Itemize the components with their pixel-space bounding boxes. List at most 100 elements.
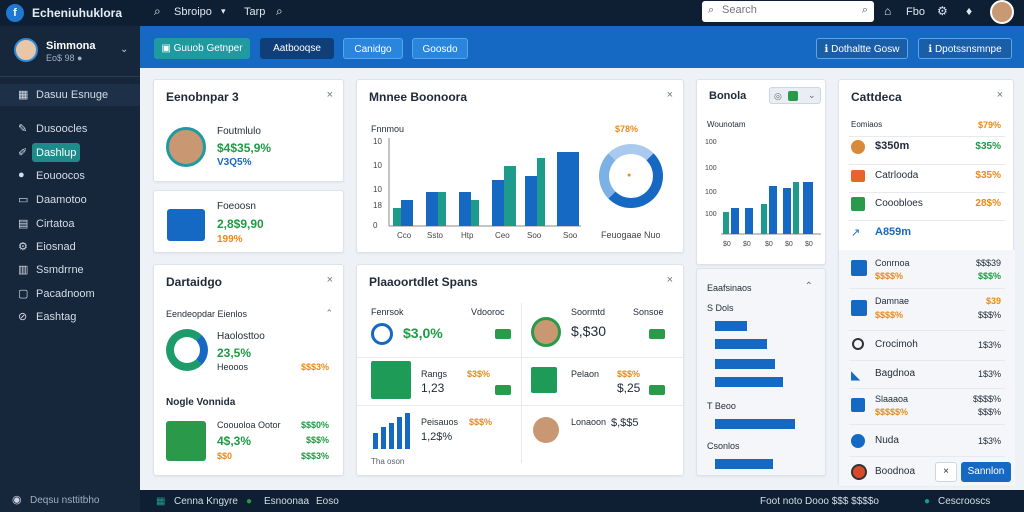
cell-right: Vdooroc xyxy=(471,307,505,317)
card-footer: Tha oson xyxy=(371,457,405,466)
badge-icon xyxy=(495,329,511,339)
panel-title: Eaafsinaos xyxy=(707,283,752,293)
item-percent-3: $$$3% xyxy=(300,451,329,461)
toolbar-button-2[interactable]: Aatbooqse xyxy=(260,38,334,59)
user-avatar[interactable] xyxy=(990,0,1014,24)
bar xyxy=(723,212,729,234)
main-chart-card: Mnnee Boonoora × Fnnmou $78% 10 10 10 18… xyxy=(356,79,684,253)
search-icon[interactable]: ⌕ xyxy=(276,4,283,18)
sidebar-item-3[interactable]: ● Eouoocos xyxy=(0,165,140,187)
footer-item[interactable]: Cenna Kngyre xyxy=(174,496,238,507)
settings-icon[interactable]: ⚙ xyxy=(937,4,948,18)
search-icon[interactable]: ⌕ xyxy=(861,4,868,16)
chart-trend-icon: ↗ xyxy=(851,227,861,239)
circle-icon: ◎ xyxy=(774,91,782,101)
group-label: T Beoo xyxy=(707,401,736,411)
user-circle-icon: ◉ xyxy=(12,494,22,506)
bar xyxy=(783,188,791,234)
search-box[interactable]: ⌕ ⌕ xyxy=(702,1,874,22)
sidebar-item-1[interactable]: ✎ Dusoocles xyxy=(0,118,140,140)
bar xyxy=(438,192,446,226)
app-name: Echeniuhuklora xyxy=(32,6,123,20)
sidebar-item-6[interactable]: ⚙ Eiosnad xyxy=(0,236,140,258)
y-tick: 100 xyxy=(705,139,717,146)
list-item-label: $350m xyxy=(875,140,910,152)
chevron-down-icon[interactable]: ▾ xyxy=(221,6,226,16)
item-percent-2: $$$% xyxy=(305,435,329,445)
menu-item-2[interactable]: Tarp xyxy=(244,6,266,18)
sidebar-divider xyxy=(0,76,140,77)
footer-item[interactable]: Esnoonaa xyxy=(264,496,310,507)
notification-icon[interactable]: ♦ xyxy=(966,4,973,18)
sidebar-item-9[interactable]: ⊘ Eashtag xyxy=(0,306,140,328)
person-avatar xyxy=(166,127,206,167)
app-icon xyxy=(851,170,865,182)
cell-value: 1,2$% xyxy=(421,431,453,443)
footer-item[interactable]: Eoso xyxy=(316,496,339,507)
help-link[interactable]: Fbo xyxy=(906,6,925,18)
sidebar-item-4[interactable]: ▭ Daamotoo xyxy=(0,189,140,211)
sidebar: Simmona Eo$ 98 ● ⌄ ▦ Dasuu Esnuge ✎ Duso… xyxy=(0,26,140,512)
bar xyxy=(715,321,747,331)
profile-avatar[interactable] xyxy=(14,38,38,62)
toolbar-button-3[interactable]: Canidgo xyxy=(343,38,403,59)
sheet-icon xyxy=(531,367,557,393)
toolbar-button-4[interactable]: Goosdo xyxy=(412,38,468,59)
bar xyxy=(761,204,767,234)
toggle-dropdown[interactable]: ◎ ⌄ xyxy=(769,87,821,104)
toolbar-right-button-1[interactable]: ℹ Dothaltte Gosw xyxy=(816,38,908,59)
cell-value: $,$$5 xyxy=(611,417,639,429)
person-value: $4$35,9% xyxy=(217,141,272,155)
bar xyxy=(492,180,504,226)
app-logo-icon[interactable]: f xyxy=(6,4,24,22)
menu-item-1[interactable]: Sbroipo xyxy=(174,6,212,18)
bell-icon[interactable]: ⌂ xyxy=(884,4,892,18)
pencil-icon: ✐ xyxy=(18,147,28,159)
search-input[interactable] xyxy=(722,4,852,16)
chevron-down-icon[interactable]: ⌄ xyxy=(120,44,129,55)
x-tick: Soo xyxy=(527,231,542,240)
search-icon: ⌕ xyxy=(708,4,715,16)
sidebar-footer[interactable]: ◉ Deqsu nsttitbho xyxy=(0,490,140,512)
info-icon: ℹ xyxy=(824,44,832,55)
cell-value: $3,0% xyxy=(403,325,443,341)
bar xyxy=(401,200,413,226)
refresh-icon[interactable] xyxy=(371,323,393,345)
list-header-right: $79% xyxy=(977,120,1001,130)
gear-icon: ⚙ xyxy=(18,241,28,253)
item-name: Coouoloa Ootor xyxy=(217,420,281,430)
stat-name: Haolosttoo xyxy=(217,331,265,342)
cell-percent: $$$% xyxy=(617,369,641,379)
x-tick: Ssto xyxy=(427,231,444,240)
x-tick: Htp xyxy=(461,231,474,240)
close-icon[interactable]: × xyxy=(666,89,673,101)
close-icon[interactable]: × xyxy=(666,274,673,286)
close-icon[interactable]: × xyxy=(326,274,333,286)
bar xyxy=(715,459,773,469)
status-dot-icon: ● xyxy=(924,496,931,507)
list-item-sub: $$$$$% xyxy=(875,407,909,417)
status-icon xyxy=(788,91,798,101)
close-icon[interactable]: × xyxy=(996,89,1003,101)
chevron-up-icon[interactable]: ⌃ xyxy=(325,308,333,318)
sidebar-item-8[interactable]: ▢ Pacadnoom xyxy=(0,283,140,305)
sidebar-section[interactable]: ▦ Dasuu Esnuge xyxy=(0,84,140,106)
sidebar-item-7[interactable]: ▥ Ssmdrrne xyxy=(0,259,140,281)
action-button[interactable]: Sannlon xyxy=(961,462,1011,482)
card-title: Plaaoortdlet Spans xyxy=(369,275,478,289)
folder-icon: ▤ xyxy=(18,218,29,230)
item-percent: $$$0% xyxy=(300,420,329,430)
chevron-up-icon[interactable]: ⌃ xyxy=(804,281,813,292)
sidebar-item-5[interactable]: ▤ Cirtatoa xyxy=(0,213,140,235)
toolbar-button-1[interactable]: ▣ Guuob Getnper xyxy=(154,38,250,59)
column-divider xyxy=(521,303,522,463)
search-icon[interactable]: ⌕ xyxy=(154,4,161,18)
close-icon[interactable]: × xyxy=(326,89,333,101)
toolbar-right-button-2[interactable]: ℹ Dpotssnsmnpe xyxy=(918,38,1012,59)
bar xyxy=(745,208,753,234)
top-bar: f Echeniuhuklora ⌕ Sbroipo ▾ Tarp ⌕ ⌕ ⌕ … xyxy=(0,0,1024,26)
toolbar-band: ▣ Guuob Getnper Aatbooqse Canidgo Goosdo… xyxy=(140,26,1024,68)
close-button[interactable]: × xyxy=(935,462,957,482)
sidebar-item-2[interactable]: ✐ Dashlup xyxy=(0,142,140,164)
cell-label: Rangs xyxy=(421,369,448,379)
